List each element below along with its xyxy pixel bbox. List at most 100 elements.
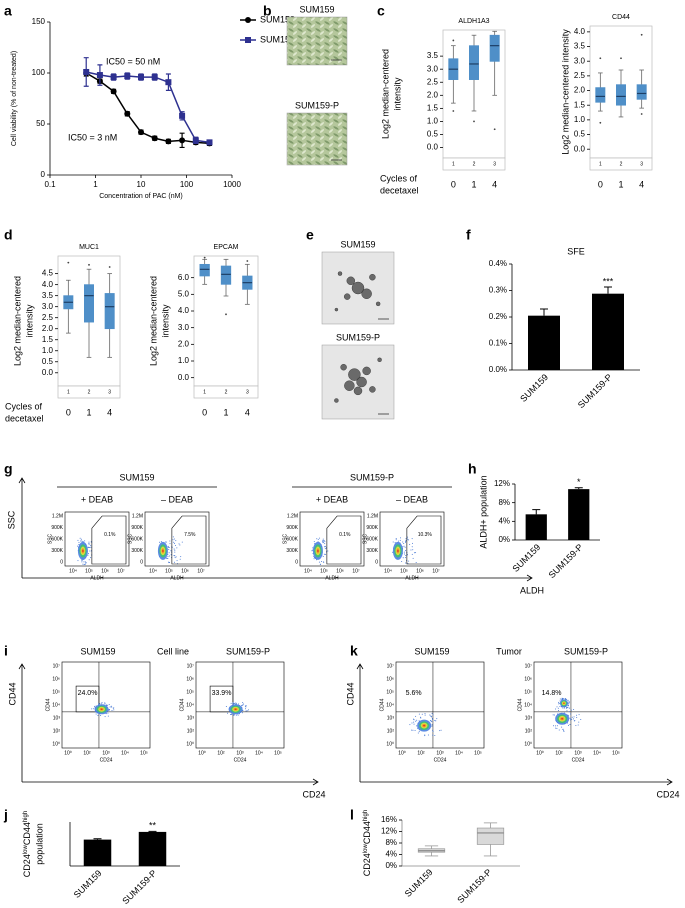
chart-title: MUC1 — [79, 244, 99, 251]
gate — [171, 515, 207, 565]
box — [469, 45, 480, 80]
y-axis-label: Cell viability (% of non-treated) — [11, 51, 18, 146]
x-tick-label: 10 — [137, 180, 146, 189]
y-tick-label: 0.0 — [427, 143, 439, 152]
event — [416, 719, 418, 721]
y-label-part: CD24 — [22, 854, 32, 877]
event — [165, 541, 167, 543]
plot-y-tick: 1.2M — [367, 513, 378, 519]
event — [568, 701, 570, 703]
y-tick-label: 3.5 — [42, 291, 54, 300]
event — [245, 708, 247, 710]
bar — [592, 293, 624, 370]
event — [311, 550, 313, 552]
event — [175, 556, 177, 558]
x-tick-label: 0 — [598, 179, 603, 189]
event — [111, 706, 113, 708]
plot-y-label: CD44 — [179, 698, 185, 711]
x-tick-label: SUM159-P — [455, 867, 493, 905]
gate-label: 0.1% — [339, 532, 351, 538]
sphere — [348, 368, 361, 381]
event — [431, 725, 433, 727]
sphere — [334, 398, 339, 403]
event — [180, 556, 182, 558]
event — [235, 714, 237, 716]
event — [100, 715, 102, 717]
event — [566, 706, 568, 708]
condition-label: – DEAB — [161, 494, 193, 504]
event — [562, 728, 564, 730]
event — [400, 537, 402, 539]
event — [77, 539, 79, 541]
plot-y-label: CD44 — [379, 698, 385, 711]
event — [430, 715, 432, 717]
y-tick-label: 8% — [385, 838, 397, 847]
marker — [245, 37, 251, 43]
event — [558, 729, 560, 731]
y-axis-label: SSC — [6, 510, 16, 529]
sample-label: SUM159 — [414, 646, 449, 656]
y-axis-label: population — [34, 823, 44, 865]
outlier — [88, 263, 90, 266]
event — [90, 557, 92, 559]
plot-x-label: CD24 — [100, 757, 113, 763]
significance: *** — [603, 276, 614, 286]
plot-x-tick: 10⁰ — [536, 750, 544, 756]
y-axis-label: Log2 median-centered — [12, 276, 22, 366]
event — [322, 556, 324, 558]
x-tick-label: 0 — [451, 179, 456, 189]
marker — [138, 129, 144, 136]
event — [323, 553, 325, 555]
event — [234, 714, 236, 716]
y-tick-label: 0.3% — [489, 286, 507, 295]
event — [561, 726, 563, 728]
event — [404, 557, 406, 559]
plot-x-tick: 10⁰ — [398, 750, 406, 756]
event — [431, 718, 433, 720]
event — [312, 547, 314, 549]
event — [83, 563, 85, 565]
y-tick-label: 3.0 — [178, 323, 190, 332]
x-tick-label: SUM159-P — [120, 868, 158, 906]
flow-plot — [64, 511, 130, 567]
event — [232, 702, 234, 704]
event — [158, 541, 160, 543]
plot-y-tick: 10⁷ — [187, 663, 195, 669]
event — [319, 537, 321, 539]
gate-label: 24.0% — [78, 690, 98, 697]
panel-label: j — [3, 807, 8, 823]
plot-y-tick: 10⁵ — [186, 689, 194, 695]
event — [571, 718, 573, 720]
event — [561, 697, 563, 699]
outlier — [108, 266, 111, 268]
event — [104, 702, 106, 704]
event — [408, 560, 410, 562]
x-axis-label: decetaxel — [380, 185, 419, 195]
event — [409, 544, 411, 546]
plot-x-tick: 10⁵ — [320, 568, 328, 574]
plot-x-tick: 10⁴ — [149, 568, 157, 574]
event — [563, 729, 565, 731]
event — [95, 713, 97, 715]
x-tick-label: 1000 — [223, 180, 241, 189]
event — [227, 712, 229, 714]
event — [402, 546, 404, 548]
event — [556, 725, 558, 727]
density — [423, 724, 426, 727]
event — [558, 703, 560, 705]
plot-y-tick: 900K — [286, 525, 298, 531]
flow-plot — [195, 661, 285, 749]
event — [405, 555, 407, 557]
series-line — [85, 72, 210, 145]
x-tick-label: SUM159 — [403, 867, 435, 899]
y-axis-label: CD24lowCD44high — [362, 810, 372, 876]
plot-x-tick: 10⁵ — [474, 750, 482, 756]
plot-y-tick: 900K — [366, 525, 378, 531]
gate-label: 0.1% — [104, 532, 116, 538]
event — [321, 561, 323, 563]
plot-x-tick: 10³ — [574, 750, 582, 756]
legend-label: SUM159-P — [260, 34, 304, 44]
y-tick-label: 4.0 — [574, 27, 586, 36]
event — [246, 710, 248, 712]
event — [427, 734, 429, 736]
